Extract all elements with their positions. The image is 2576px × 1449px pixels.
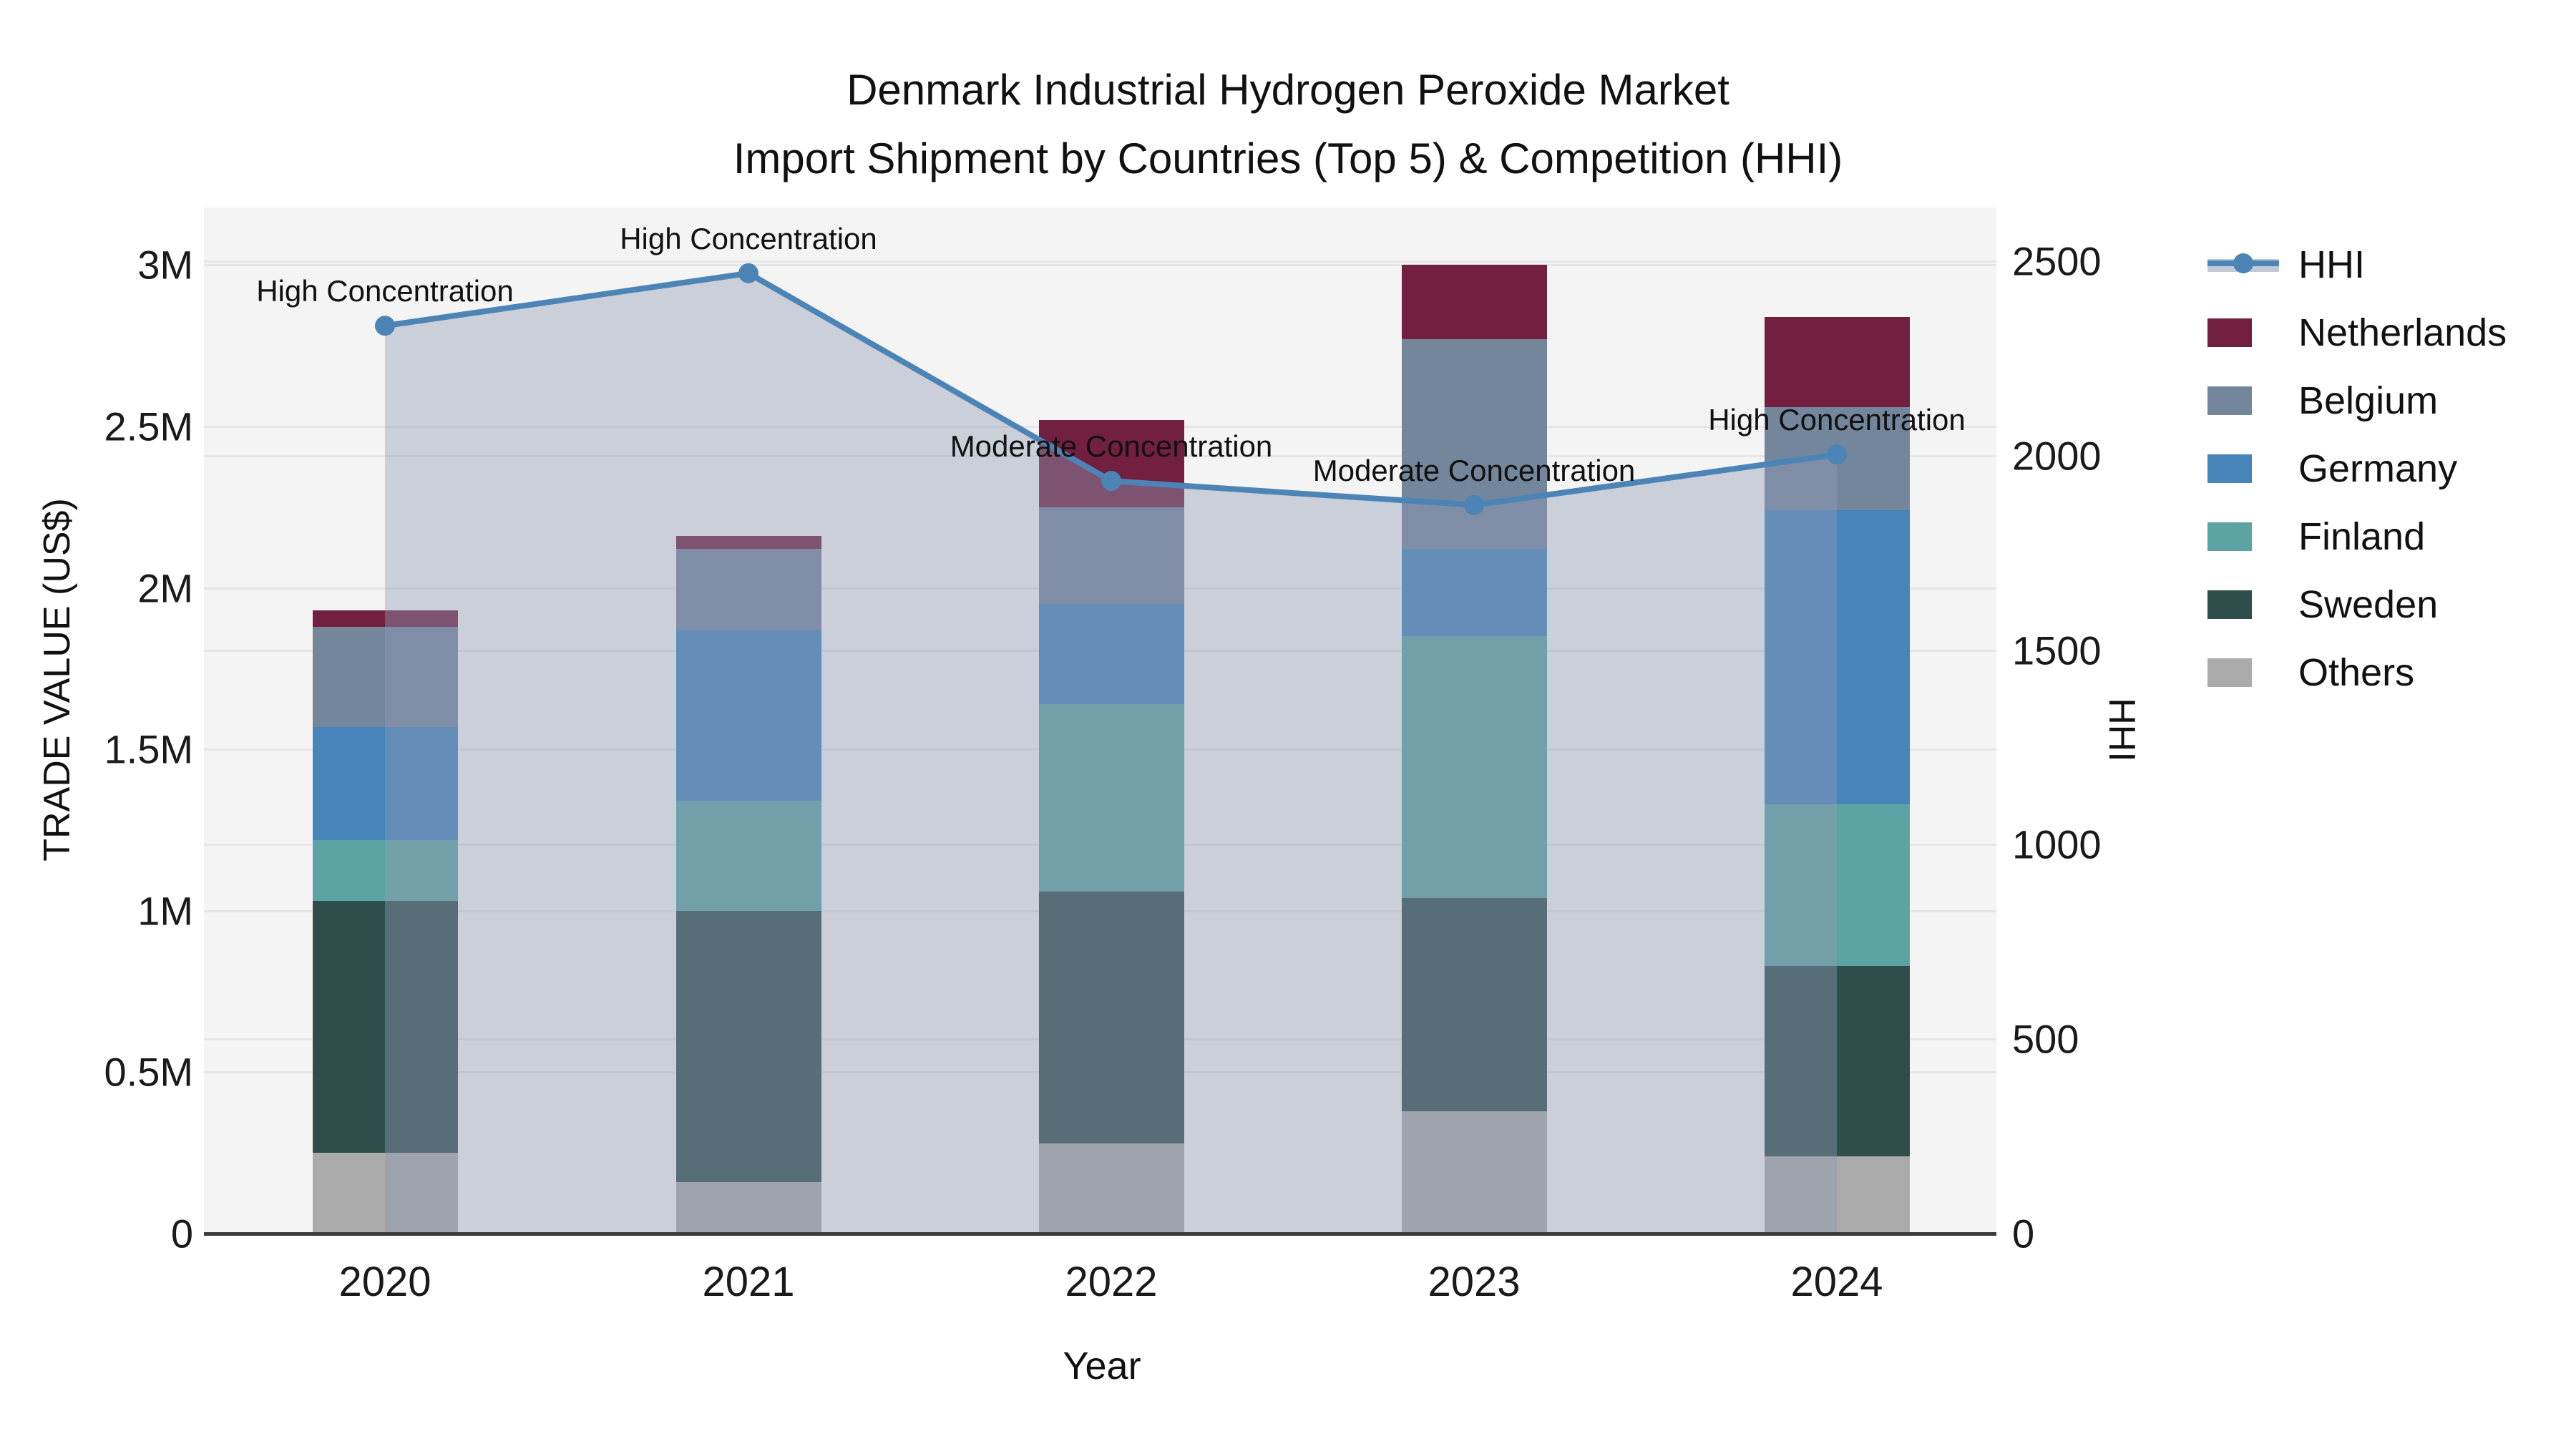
- hhi-legend-marker-dot: [2233, 253, 2253, 273]
- legend-swatch-icon-finland: [2207, 522, 2290, 551]
- legend-color-swatch-others: [2207, 658, 2252, 687]
- bar-segment-2021-netherlands: [675, 536, 821, 550]
- y-axis-title-left: TRADE VALUE (US$): [36, 498, 78, 862]
- bar-segment-2024-finland: [1764, 804, 1910, 966]
- bar-segment-2024-sweden: [1764, 965, 1910, 1156]
- legend-color-swatch-finland: [2207, 522, 2252, 551]
- legend-swatch-icon-germany: [2207, 454, 2290, 483]
- y-left-tick-1M: 1M: [137, 888, 193, 934]
- legend-color-swatch-sweden: [2207, 590, 2252, 619]
- bar-segment-2023-others: [1401, 1111, 1547, 1234]
- gridline-right-2500: [204, 260, 1996, 263]
- bar-segment-2023-netherlands: [1401, 265, 1547, 340]
- legend-color-swatch-germany: [2207, 454, 2252, 483]
- legend-label-sweden: Sweden: [2298, 583, 2439, 626]
- legend-swatch-icon-netherlands: [2207, 318, 2290, 347]
- legend-swatch-icon-sweden: [2207, 590, 2290, 619]
- legend-label-finland: Finland: [2298, 515, 2426, 558]
- gridline-left-3M: [204, 264, 1996, 267]
- hhi-marker-2020: [375, 316, 395, 336]
- chart-title-line2: Import Shipment by Countries (Top 5) & C…: [733, 135, 1843, 182]
- annotation-2020: High Concentration: [256, 274, 514, 308]
- y-right-tick-1000: 1000: [2012, 821, 2102, 867]
- annotation-2022: Moderate Concentration: [950, 429, 1273, 464]
- y-right-tick-2000: 2000: [2012, 433, 2102, 479]
- annotation-2021: High Concentration: [620, 221, 877, 255]
- bar-segment-2023-finland: [1401, 636, 1547, 898]
- y-right-tick-1500: 1500: [2012, 628, 2102, 673]
- bar-segment-2023-belgium: [1401, 339, 1547, 550]
- y-left-tick-2M: 2M: [137, 565, 193, 611]
- x-tick-2022: 2022: [1065, 1259, 1158, 1305]
- bar-segment-2024-netherlands: [1764, 316, 1910, 407]
- legend-label-hhi: HHI: [2298, 243, 2365, 286]
- legend-item-others[interactable]: Others: [2207, 644, 2414, 701]
- annotation-2024: High Concentration: [1708, 403, 1966, 437]
- bar-segment-2021-finland: [675, 801, 821, 911]
- bar-segment-2020-finland: [312, 839, 458, 902]
- bar-segment-2024-germany: [1764, 510, 1910, 804]
- legend-swatch-icon-belgium: [2207, 386, 2290, 415]
- legend-label-belgium: Belgium: [2298, 379, 2439, 422]
- x-tick-2021: 2021: [702, 1259, 795, 1305]
- legend-swatch-icon-others: [2207, 658, 2290, 687]
- bar-segment-2020-sweden: [312, 901, 458, 1153]
- y-left-tick-1.5M: 1.5M: [104, 726, 194, 772]
- bar-segment-2023-sweden: [1401, 897, 1547, 1111]
- y-left-tick-2.5M: 2.5M: [104, 404, 194, 449]
- legend-label-others: Others: [2298, 651, 2415, 694]
- bar-segment-2020-others: [312, 1153, 458, 1234]
- bar-segment-2021-germany: [675, 630, 821, 801]
- y-axis-title-right: HHI: [2101, 698, 2142, 762]
- legend-item-hhi[interactable]: HHI: [2207, 236, 2365, 293]
- bar-segment-2021-belgium: [675, 549, 821, 630]
- bar-segment-2020-germany: [312, 726, 458, 840]
- bar-segment-2023-germany: [1401, 549, 1547, 637]
- plot-area: [204, 208, 1996, 1234]
- x-tick-2024: 2024: [1790, 1259, 1883, 1305]
- legend-label-germany: Germany: [2298, 447, 2458, 490]
- chart-title-line1: Denmark Industrial Hydrogen Peroxide Mar…: [847, 66, 1729, 114]
- x-tick-2020: 2020: [338, 1259, 431, 1305]
- hhi-line-swatch-icon: [2207, 250, 2290, 279]
- bar-segment-2022-others: [1038, 1143, 1184, 1234]
- bar-segment-2022-sweden: [1038, 891, 1184, 1143]
- legend-item-netherlands[interactable]: Netherlands: [2207, 304, 2507, 361]
- y-right-tick-0: 0: [2012, 1211, 2035, 1257]
- bar-segment-2022-belgium: [1038, 507, 1184, 605]
- x-axis-title: Year: [1063, 1345, 1141, 1387]
- legend-item-germany[interactable]: Germany: [2207, 440, 2457, 497]
- legend-color-swatch-belgium: [2207, 386, 2252, 415]
- legend-label-netherlands: Netherlands: [2298, 311, 2507, 354]
- bar-segment-2020-netherlands: [312, 610, 458, 627]
- annotation-2023: Moderate Concentration: [1312, 453, 1636, 487]
- y-left-tick-0.5M: 0.5M: [104, 1049, 194, 1095]
- bar-segment-2022-finland: [1038, 704, 1184, 892]
- x-tick-2023: 2023: [1428, 1259, 1521, 1305]
- y-right-tick-500: 500: [2012, 1016, 2079, 1062]
- legend-item-sweden[interactable]: Sweden: [2207, 576, 2438, 633]
- bar-segment-2024-others: [1764, 1156, 1910, 1234]
- chart-title: Denmark Industrial Hydrogen Peroxide Mar…: [0, 56, 2576, 193]
- bar-segment-2022-germany: [1038, 604, 1184, 705]
- y-left-tick-0: 0: [170, 1211, 193, 1257]
- hhi-legend-line: [2207, 250, 2279, 279]
- x-axis-line: [204, 1232, 1996, 1236]
- y-right-tick-2500: 2500: [2012, 238, 2102, 284]
- bar-segment-2021-sweden: [675, 910, 821, 1182]
- bar-segment-2021-others: [675, 1181, 821, 1234]
- bar-segment-2020-belgium: [312, 626, 458, 727]
- legend-item-belgium[interactable]: Belgium: [2207, 372, 2438, 429]
- y-left-tick-3M: 3M: [137, 242, 193, 288]
- legend-color-swatch-netherlands: [2207, 318, 2252, 347]
- legend-item-finland[interactable]: Finland: [2207, 508, 2425, 565]
